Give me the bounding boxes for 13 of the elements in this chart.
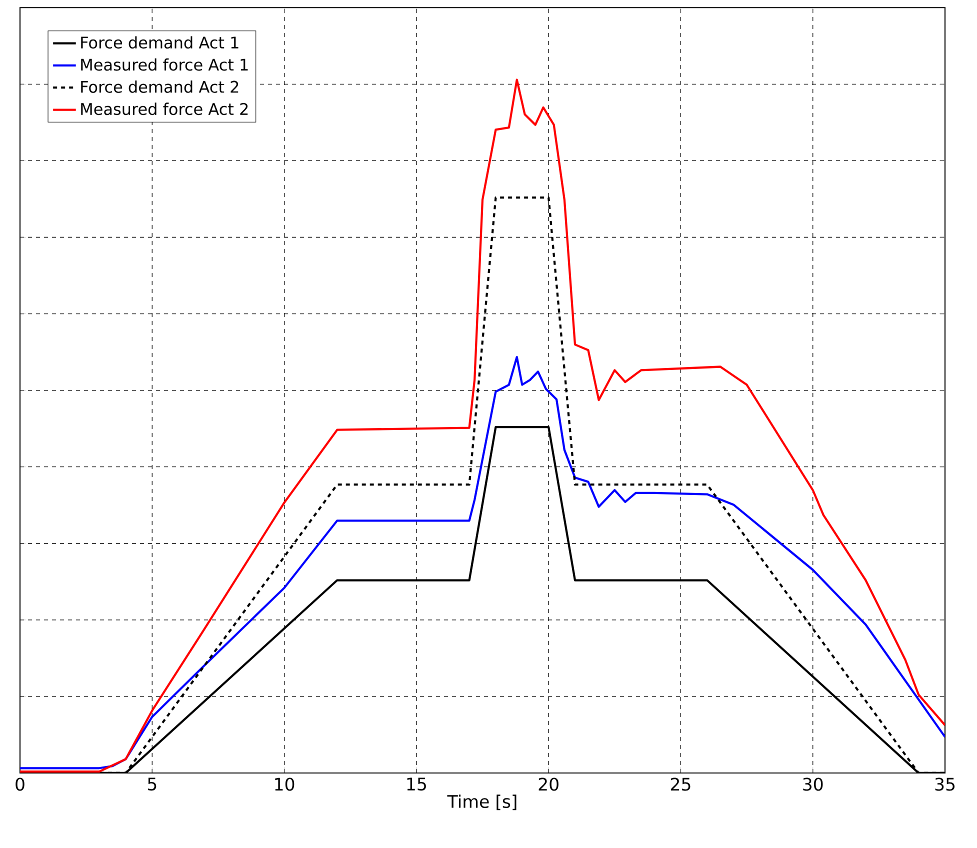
x-tick-label: 35 <box>935 778 955 791</box>
x-tick-label: 20 <box>538 778 558 791</box>
x-axis-title: Time [s] <box>447 794 516 810</box>
x-tick-label: 30 <box>803 778 823 791</box>
x-tick-label: 0 <box>16 778 24 791</box>
x-tick-label: 25 <box>670 778 690 791</box>
legend-label: Force demand Act 1 <box>81 36 238 49</box>
legend-label: Measured force Act 2 <box>81 102 248 116</box>
legend-label: Force demand Act 2 <box>81 80 238 93</box>
x-tick-label: 15 <box>407 778 426 791</box>
x-tick-label: 10 <box>275 778 294 791</box>
x-tick-label: 5 <box>148 778 156 791</box>
legend-label: Measured force Act 1 <box>81 58 248 71</box>
